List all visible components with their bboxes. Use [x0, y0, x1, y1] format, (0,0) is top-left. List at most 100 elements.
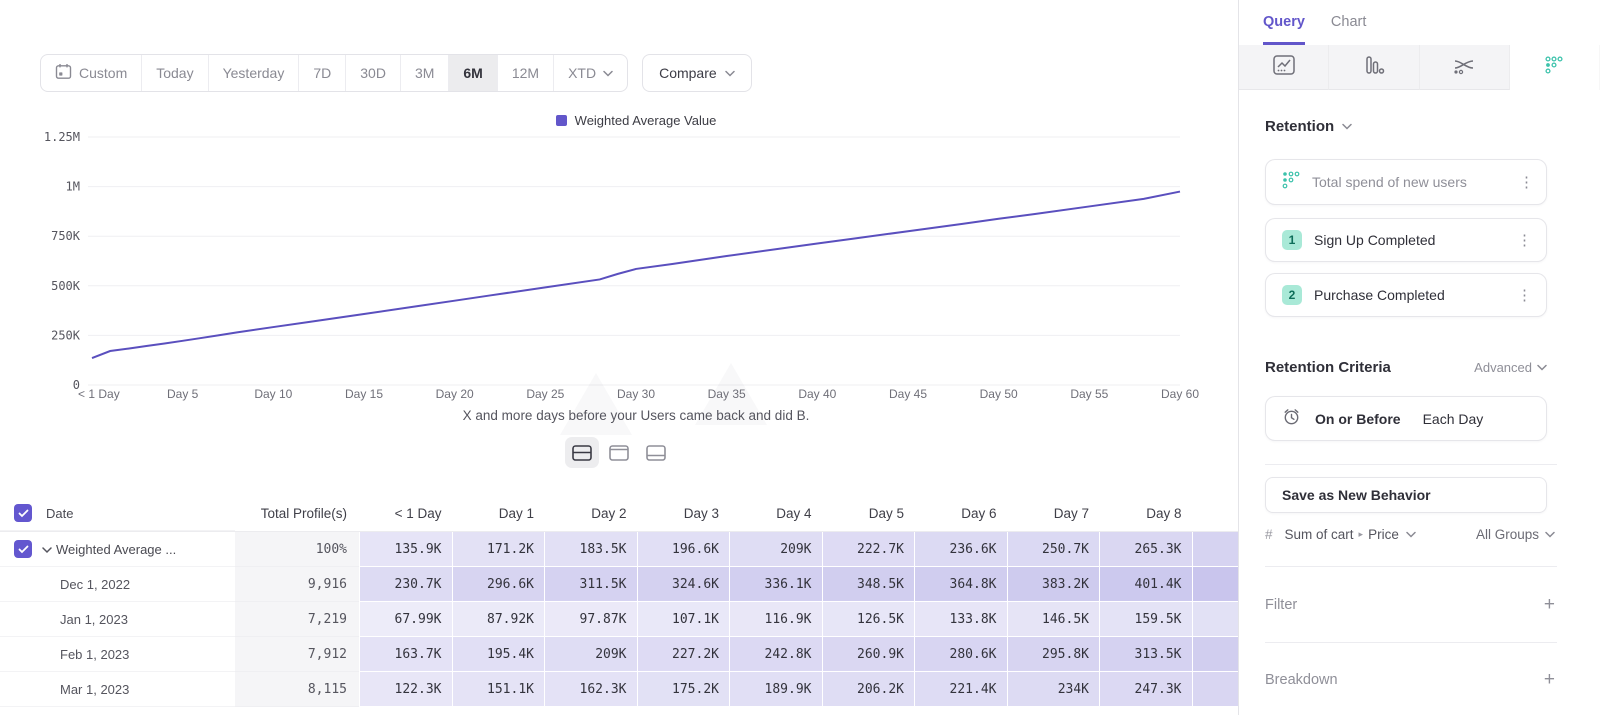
retention-value-cell[interactable]: 236.6K: [914, 532, 1007, 567]
kebab-menu-icon[interactable]: ⋮: [1517, 233, 1532, 248]
range-button-30d[interactable]: 30D: [346, 55, 401, 91]
retention-value-cell[interactable]: 230.7K: [359, 567, 452, 602]
expand-chevron-icon[interactable]: [42, 542, 52, 557]
retention-value-cell[interactable]: 163.7K: [359, 637, 452, 672]
retention-value-cell-partial[interactable]: [1192, 532, 1239, 567]
kebab-menu-icon[interactable]: ⋮: [1517, 288, 1532, 303]
criteria-condition-card[interactable]: On or Before Each Day: [1265, 396, 1547, 441]
retention-value-cell[interactable]: 97.87K: [544, 602, 637, 637]
retention-value-cell-partial[interactable]: [1192, 567, 1239, 602]
retention-value-cell[interactable]: 260.9K: [822, 637, 915, 672]
add-filter-icon[interactable]: +: [1544, 594, 1555, 616]
retention-value-cell[interactable]: 324.6K: [637, 567, 730, 602]
retention-value-cell[interactable]: 280.6K: [914, 637, 1007, 672]
row-label-cell[interactable]: Feb 1, 2023: [0, 637, 235, 672]
retention-value-cell[interactable]: 107.1K: [637, 602, 730, 637]
retention-value-cell[interactable]: 133.8K: [914, 602, 1007, 637]
retention-value-cell[interactable]: 221.4K: [914, 672, 1007, 707]
compare-label: Compare: [659, 65, 717, 81]
report-tab-retention[interactable]: [1510, 45, 1600, 90]
retention-value-cell[interactable]: 183.5K: [544, 532, 637, 567]
report-tab-funnels[interactable]: [1329, 45, 1419, 90]
retention-value-cell[interactable]: 159.5K: [1099, 602, 1192, 637]
row-label-cell[interactable]: Jan 1, 2023: [0, 602, 235, 637]
retention-value-cell[interactable]: 87.92K: [452, 602, 545, 637]
retention-value-cell-partial[interactable]: [1192, 602, 1239, 637]
retention-value-cell[interactable]: 195.4K: [452, 637, 545, 672]
retention-value-cell[interactable]: 67.99K: [359, 602, 452, 637]
retention-value-cell[interactable]: 171.2K: [452, 532, 545, 567]
step-card-1[interactable]: 1Sign Up Completed⋮: [1265, 218, 1547, 262]
retention-value-cell[interactable]: 227.2K: [637, 637, 730, 672]
split-view-toggle-button[interactable]: [565, 437, 599, 468]
retention-value-cell[interactable]: 265.3K: [1099, 532, 1192, 567]
retention-value-cell[interactable]: 175.2K: [637, 672, 730, 707]
retention-value-cell[interactable]: 189.9K: [729, 672, 822, 707]
range-button-custom[interactable]: Custom: [41, 55, 142, 91]
retention-value-cell[interactable]: 146.5K: [1007, 602, 1100, 637]
retention-value-cell[interactable]: 242.8K: [729, 637, 822, 672]
retention-value-cell[interactable]: 311.5K: [544, 567, 637, 602]
criteria-condition-label: On or Before: [1301, 411, 1401, 427]
table-row: Feb 1, 20237,912163.7K195.4K209K227.2K24…: [0, 637, 1238, 672]
row-label-cell[interactable]: Weighted Average ...: [0, 532, 235, 567]
range-button-12m[interactable]: 12M: [498, 55, 554, 91]
retention-value-cell[interactable]: 234K: [1007, 672, 1100, 707]
row-label-cell[interactable]: Dec 1, 2022: [0, 567, 235, 602]
compare-button[interactable]: Compare: [642, 54, 752, 92]
range-button-3m[interactable]: 3M: [401, 55, 449, 91]
criteria-mode-dropdown[interactable]: Advanced: [1474, 360, 1547, 375]
range-button-xtd[interactable]: XTD: [554, 55, 627, 91]
retention-value-cell[interactable]: 162.3K: [544, 672, 637, 707]
retention-value-cell[interactable]: 247.3K: [1099, 672, 1192, 707]
retention-value-cell[interactable]: 383.2K: [1007, 567, 1100, 602]
retention-value-cell[interactable]: 206.2K: [822, 672, 915, 707]
retention-value-cell[interactable]: 209K: [729, 532, 822, 567]
retention-value-cell[interactable]: 135.9K: [359, 532, 452, 567]
retention-value-cell[interactable]: 122.3K: [359, 672, 452, 707]
retention-value-cell[interactable]: 336.1K: [729, 567, 822, 602]
chart-view-toggle-button[interactable]: [602, 437, 636, 468]
filter-section[interactable]: Filter +: [1265, 594, 1555, 616]
retention-section-header[interactable]: Retention: [1265, 118, 1582, 135]
retention-value-cell[interactable]: 126.5K: [822, 602, 915, 637]
retention-value-cell-partial[interactable]: [1192, 637, 1239, 672]
insights-icon: [1272, 54, 1296, 81]
range-button-7d[interactable]: 7D: [299, 55, 346, 91]
range-button-yesterday[interactable]: Yesterday: [209, 55, 300, 91]
retention-value-cell[interactable]: 222.7K: [822, 532, 915, 567]
retention-value-cell[interactable]: 348.5K: [822, 567, 915, 602]
add-breakdown-icon[interactable]: +: [1544, 669, 1555, 691]
retention-value-cell[interactable]: 364.8K: [914, 567, 1007, 602]
retention-value-cell[interactable]: 313.5K: [1099, 637, 1192, 672]
table-view-toggle-button[interactable]: [639, 437, 673, 468]
report-tab-flows[interactable]: [1420, 45, 1510, 90]
step-card-2[interactable]: 2Purchase Completed⋮: [1265, 273, 1547, 317]
report-tab-insights[interactable]: [1239, 45, 1329, 90]
save-behavior-button[interactable]: Save as New Behavior: [1265, 477, 1547, 513]
retention-value-cell[interactable]: 151.1K: [452, 672, 545, 707]
measure-label[interactable]: Sum of cart: [1273, 527, 1354, 542]
kebab-menu-icon[interactable]: ⋮: [1519, 175, 1534, 190]
behavior-card[interactable]: Total spend of new users ⋮: [1265, 159, 1547, 205]
range-button-6m[interactable]: 6M: [449, 55, 497, 91]
tab-query[interactable]: Query: [1263, 14, 1305, 45]
select-all-checkbox[interactable]: [14, 504, 32, 522]
retention-value-cell[interactable]: 295.8K: [1007, 637, 1100, 672]
groups-dropdown[interactable]: All Groups: [1476, 527, 1555, 542]
breakdown-section[interactable]: Breakdown +: [1265, 669, 1555, 691]
tab-chart[interactable]: Chart: [1331, 14, 1366, 45]
retention-value-cell[interactable]: 296.6K: [452, 567, 545, 602]
retention-value-cell[interactable]: 116.9K: [729, 602, 822, 637]
retention-value-cell[interactable]: 209K: [544, 637, 637, 672]
measure-property[interactable]: Price: [1368, 527, 1399, 542]
range-button-today[interactable]: Today: [142, 55, 208, 91]
retention-value-cell[interactable]: 250.7K: [1007, 532, 1100, 567]
retention-value-cell[interactable]: 196.6K: [637, 532, 730, 567]
chevron-down-icon: [1545, 531, 1555, 538]
svg-text:Day 60: Day 60: [1161, 387, 1199, 401]
row-label-cell[interactable]: Mar 1, 2023: [0, 672, 235, 707]
retention-value-cell[interactable]: 401.4K: [1099, 567, 1192, 602]
retention-value-cell-partial[interactable]: [1192, 672, 1239, 707]
row-checkbox[interactable]: [14, 540, 32, 558]
